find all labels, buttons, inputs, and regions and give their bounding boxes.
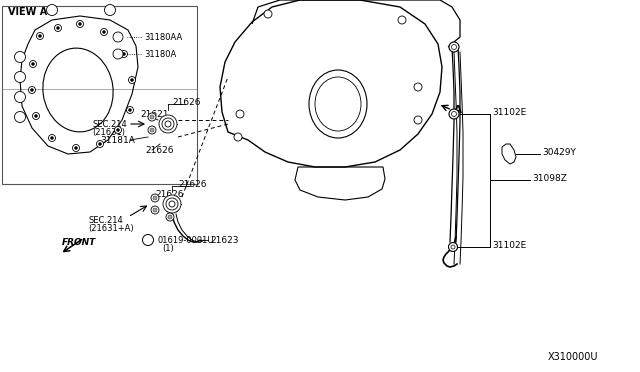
Circle shape <box>151 194 159 202</box>
Circle shape <box>77 20 83 28</box>
Text: b: b <box>108 7 112 13</box>
Circle shape <box>148 113 156 121</box>
Circle shape <box>166 198 178 210</box>
Text: (21631+A): (21631+A) <box>88 224 134 232</box>
Text: e: e <box>116 51 120 57</box>
Circle shape <box>56 26 60 29</box>
Text: FRONT: FRONT <box>62 237 96 247</box>
Circle shape <box>150 115 154 119</box>
Circle shape <box>143 234 154 246</box>
Text: 31180AA: 31180AA <box>144 32 182 42</box>
Circle shape <box>54 25 61 32</box>
Circle shape <box>120 51 127 58</box>
Text: a: a <box>18 114 22 120</box>
Circle shape <box>163 195 181 213</box>
Circle shape <box>159 115 177 133</box>
Circle shape <box>29 87 35 93</box>
Text: (21631): (21631) <box>92 128 125 137</box>
Text: a: a <box>18 94 22 100</box>
Circle shape <box>29 61 36 67</box>
Text: 21626: 21626 <box>155 189 184 199</box>
Circle shape <box>79 22 81 26</box>
Circle shape <box>38 35 42 38</box>
Circle shape <box>153 208 157 212</box>
Circle shape <box>148 126 156 134</box>
Text: 21621: 21621 <box>140 109 168 119</box>
Text: VIEW A: VIEW A <box>8 7 47 17</box>
Bar <box>2 6 197 184</box>
Circle shape <box>99 142 102 145</box>
Circle shape <box>168 215 172 219</box>
Circle shape <box>264 10 272 18</box>
Circle shape <box>414 83 422 91</box>
Text: X310000U: X310000U <box>548 352 598 362</box>
Circle shape <box>113 32 123 42</box>
Circle shape <box>449 42 459 52</box>
Circle shape <box>51 137 54 140</box>
Text: 01619-0001U: 01619-0001U <box>158 235 214 244</box>
Text: 31098Z: 31098Z <box>532 173 567 183</box>
Circle shape <box>36 32 44 39</box>
Circle shape <box>153 196 157 200</box>
Circle shape <box>15 92 26 103</box>
Text: e: e <box>116 35 120 39</box>
Circle shape <box>449 109 459 119</box>
Text: 31102E: 31102E <box>492 108 526 116</box>
Text: 31181A: 31181A <box>100 135 135 144</box>
Circle shape <box>115 126 122 134</box>
Circle shape <box>127 106 134 113</box>
Circle shape <box>15 51 26 62</box>
Circle shape <box>165 121 171 127</box>
Circle shape <box>47 4 58 16</box>
Circle shape <box>15 112 26 122</box>
Circle shape <box>129 109 131 112</box>
Circle shape <box>131 78 134 81</box>
Circle shape <box>33 112 40 119</box>
Circle shape <box>15 71 26 83</box>
Text: a: a <box>18 74 22 80</box>
Circle shape <box>97 141 104 148</box>
Text: SEC.214: SEC.214 <box>92 119 127 128</box>
Text: (1): (1) <box>162 244 173 253</box>
Text: 31180A: 31180A <box>144 49 176 58</box>
Circle shape <box>234 133 242 141</box>
Circle shape <box>151 206 159 214</box>
Circle shape <box>31 89 33 92</box>
Circle shape <box>104 4 115 16</box>
Circle shape <box>72 144 79 151</box>
Circle shape <box>116 128 120 131</box>
Circle shape <box>100 29 108 35</box>
Circle shape <box>74 147 77 150</box>
Circle shape <box>236 110 244 118</box>
Text: A: A <box>454 105 462 115</box>
Circle shape <box>162 118 174 130</box>
Text: b: b <box>18 54 22 60</box>
Circle shape <box>35 115 38 118</box>
Text: 21623: 21623 <box>210 235 239 244</box>
Text: SEC.214: SEC.214 <box>88 215 123 224</box>
Text: 21626: 21626 <box>178 180 207 189</box>
Text: 21626: 21626 <box>145 145 173 154</box>
Circle shape <box>166 213 174 221</box>
Circle shape <box>169 201 175 207</box>
Text: 31102E: 31102E <box>492 241 526 250</box>
Text: 21626: 21626 <box>172 97 200 106</box>
Circle shape <box>150 128 154 132</box>
Circle shape <box>49 135 56 141</box>
Circle shape <box>31 62 35 65</box>
Circle shape <box>129 77 136 83</box>
Circle shape <box>102 31 106 33</box>
Circle shape <box>414 116 422 124</box>
Circle shape <box>122 52 125 55</box>
Text: 30429Y: 30429Y <box>542 148 576 157</box>
Circle shape <box>113 49 123 59</box>
Circle shape <box>449 243 458 251</box>
Text: B: B <box>146 237 150 243</box>
Circle shape <box>398 16 406 24</box>
Text: b: b <box>50 7 54 13</box>
